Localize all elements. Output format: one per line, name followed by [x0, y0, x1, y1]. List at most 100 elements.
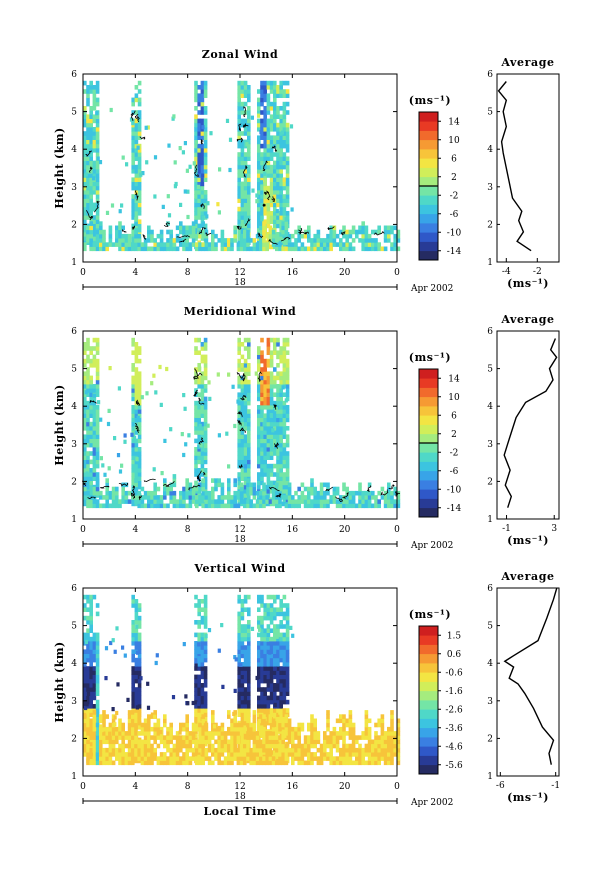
heatmap-cell	[179, 490, 183, 496]
heatmap-cell	[282, 118, 287, 124]
heatmap-cell	[276, 350, 280, 355]
heatmap-cell	[239, 238, 244, 243]
heatmap-cell	[271, 731, 276, 736]
heatmap-cell	[345, 242, 349, 247]
heatmap-cell	[329, 495, 333, 500]
heatmap-cell	[92, 743, 97, 749]
heatmap-cell	[285, 687, 290, 692]
heatmap-cell	[214, 756, 218, 761]
heatmap-cell	[150, 499, 154, 504]
average-y-tick-label: 4	[487, 145, 493, 155]
heatmap-cell	[203, 363, 208, 368]
heatmap-cell	[108, 760, 113, 766]
heatmap-cell	[131, 101, 135, 107]
heatmap-cell	[134, 722, 138, 728]
heatmap-cell	[194, 93, 198, 98]
heatmap-cell	[260, 442, 264, 448]
heatmap-cell	[124, 238, 129, 243]
heatmap-cell	[285, 455, 290, 460]
heatmap-cell	[374, 499, 378, 504]
heatmap-cell	[207, 628, 212, 633]
heatmap-cell	[269, 85, 274, 90]
heatmap-cell	[279, 657, 283, 663]
heatmap-cell	[83, 670, 87, 675]
heatmap-cell	[211, 726, 215, 732]
heatmap-cell	[84, 705, 88, 711]
heatmap-cell	[387, 499, 391, 504]
heatmap-cell	[383, 752, 388, 757]
colorbar-swatch	[419, 250, 438, 261]
contour-line	[85, 150, 92, 157]
heatmap-cell	[171, 116, 175, 121]
heatmap-cell	[269, 417, 274, 423]
heatmap-cell	[108, 743, 113, 749]
heatmap-cell	[377, 752, 381, 757]
heatmap-cell	[297, 747, 301, 753]
heatmap-cell	[269, 451, 274, 456]
heatmap-cell	[92, 160, 97, 166]
heatmap-cell	[95, 198, 100, 203]
heatmap-cell	[260, 396, 264, 402]
heatmap-cell	[294, 731, 298, 736]
heatmap-cell	[262, 756, 266, 761]
heatmap-cell	[243, 358, 248, 364]
heatmap-cell	[108, 490, 113, 496]
heatmap-cell	[83, 653, 87, 659]
heatmap-cell	[281, 718, 285, 724]
heatmap-cell	[92, 455, 97, 460]
heatmap-cell	[348, 735, 353, 740]
heatmap-cell	[237, 699, 241, 705]
heatmap-cell	[374, 743, 378, 749]
contour-line	[388, 484, 395, 490]
heatmap-cell	[127, 233, 132, 239]
colorbar-swatch	[419, 764, 438, 775]
heatmap-cell	[282, 93, 287, 98]
heatmap-cell	[146, 705, 151, 710]
heatmap-cell	[273, 750, 277, 755]
heatmap-cell	[214, 233, 218, 239]
heatmap-cell	[260, 603, 264, 608]
heatmap-cell	[92, 384, 97, 389]
heatmap-cell	[131, 206, 135, 212]
heatmap-cell	[303, 486, 308, 492]
heatmap-cell	[201, 714, 205, 719]
colorbar-swatch	[419, 480, 438, 490]
heatmap-cell	[227, 743, 231, 749]
heatmap-cell	[259, 747, 263, 753]
heatmap-cell	[285, 371, 290, 376]
heatmap-cell	[262, 221, 266, 226]
heatmap-cell	[279, 620, 283, 625]
heatmap-cell	[197, 223, 201, 229]
heatmap-cell	[310, 499, 314, 504]
heatmap-cell	[335, 486, 340, 492]
heatmap-cell	[200, 118, 205, 124]
heatmap-cell	[115, 731, 119, 736]
heatmap-cell	[300, 747, 305, 753]
heatmap-cell	[247, 594, 251, 600]
heatmap-cell	[83, 409, 87, 414]
heatmap-cell	[131, 139, 135, 145]
contour-line	[131, 485, 135, 496]
heatmap-cell	[266, 463, 271, 469]
colorbar-swatch	[419, 139, 438, 150]
heatmap-cell	[92, 710, 97, 715]
heatmap-cell	[92, 421, 97, 427]
heatmap-cell	[197, 363, 201, 368]
heatmap-cell	[247, 426, 251, 431]
contour-line	[262, 203, 266, 207]
heatmap-cell	[257, 89, 261, 94]
heatmap-cell	[89, 718, 93, 724]
heatmap-cell	[247, 198, 251, 203]
contour-line	[273, 404, 278, 410]
heatmap-cell	[105, 503, 109, 509]
heatmap-cell	[86, 594, 90, 600]
heatmap-cell	[86, 756, 90, 761]
heatmap-cell	[86, 743, 90, 749]
heatmap-cell	[355, 735, 359, 740]
heatmap-cell	[268, 714, 273, 719]
heatmap-cell	[240, 131, 245, 136]
heatmap-cell	[266, 198, 271, 203]
heatmap-cell	[195, 242, 199, 247]
heatmap-cell	[200, 185, 205, 191]
heatmap-cell	[86, 118, 90, 124]
